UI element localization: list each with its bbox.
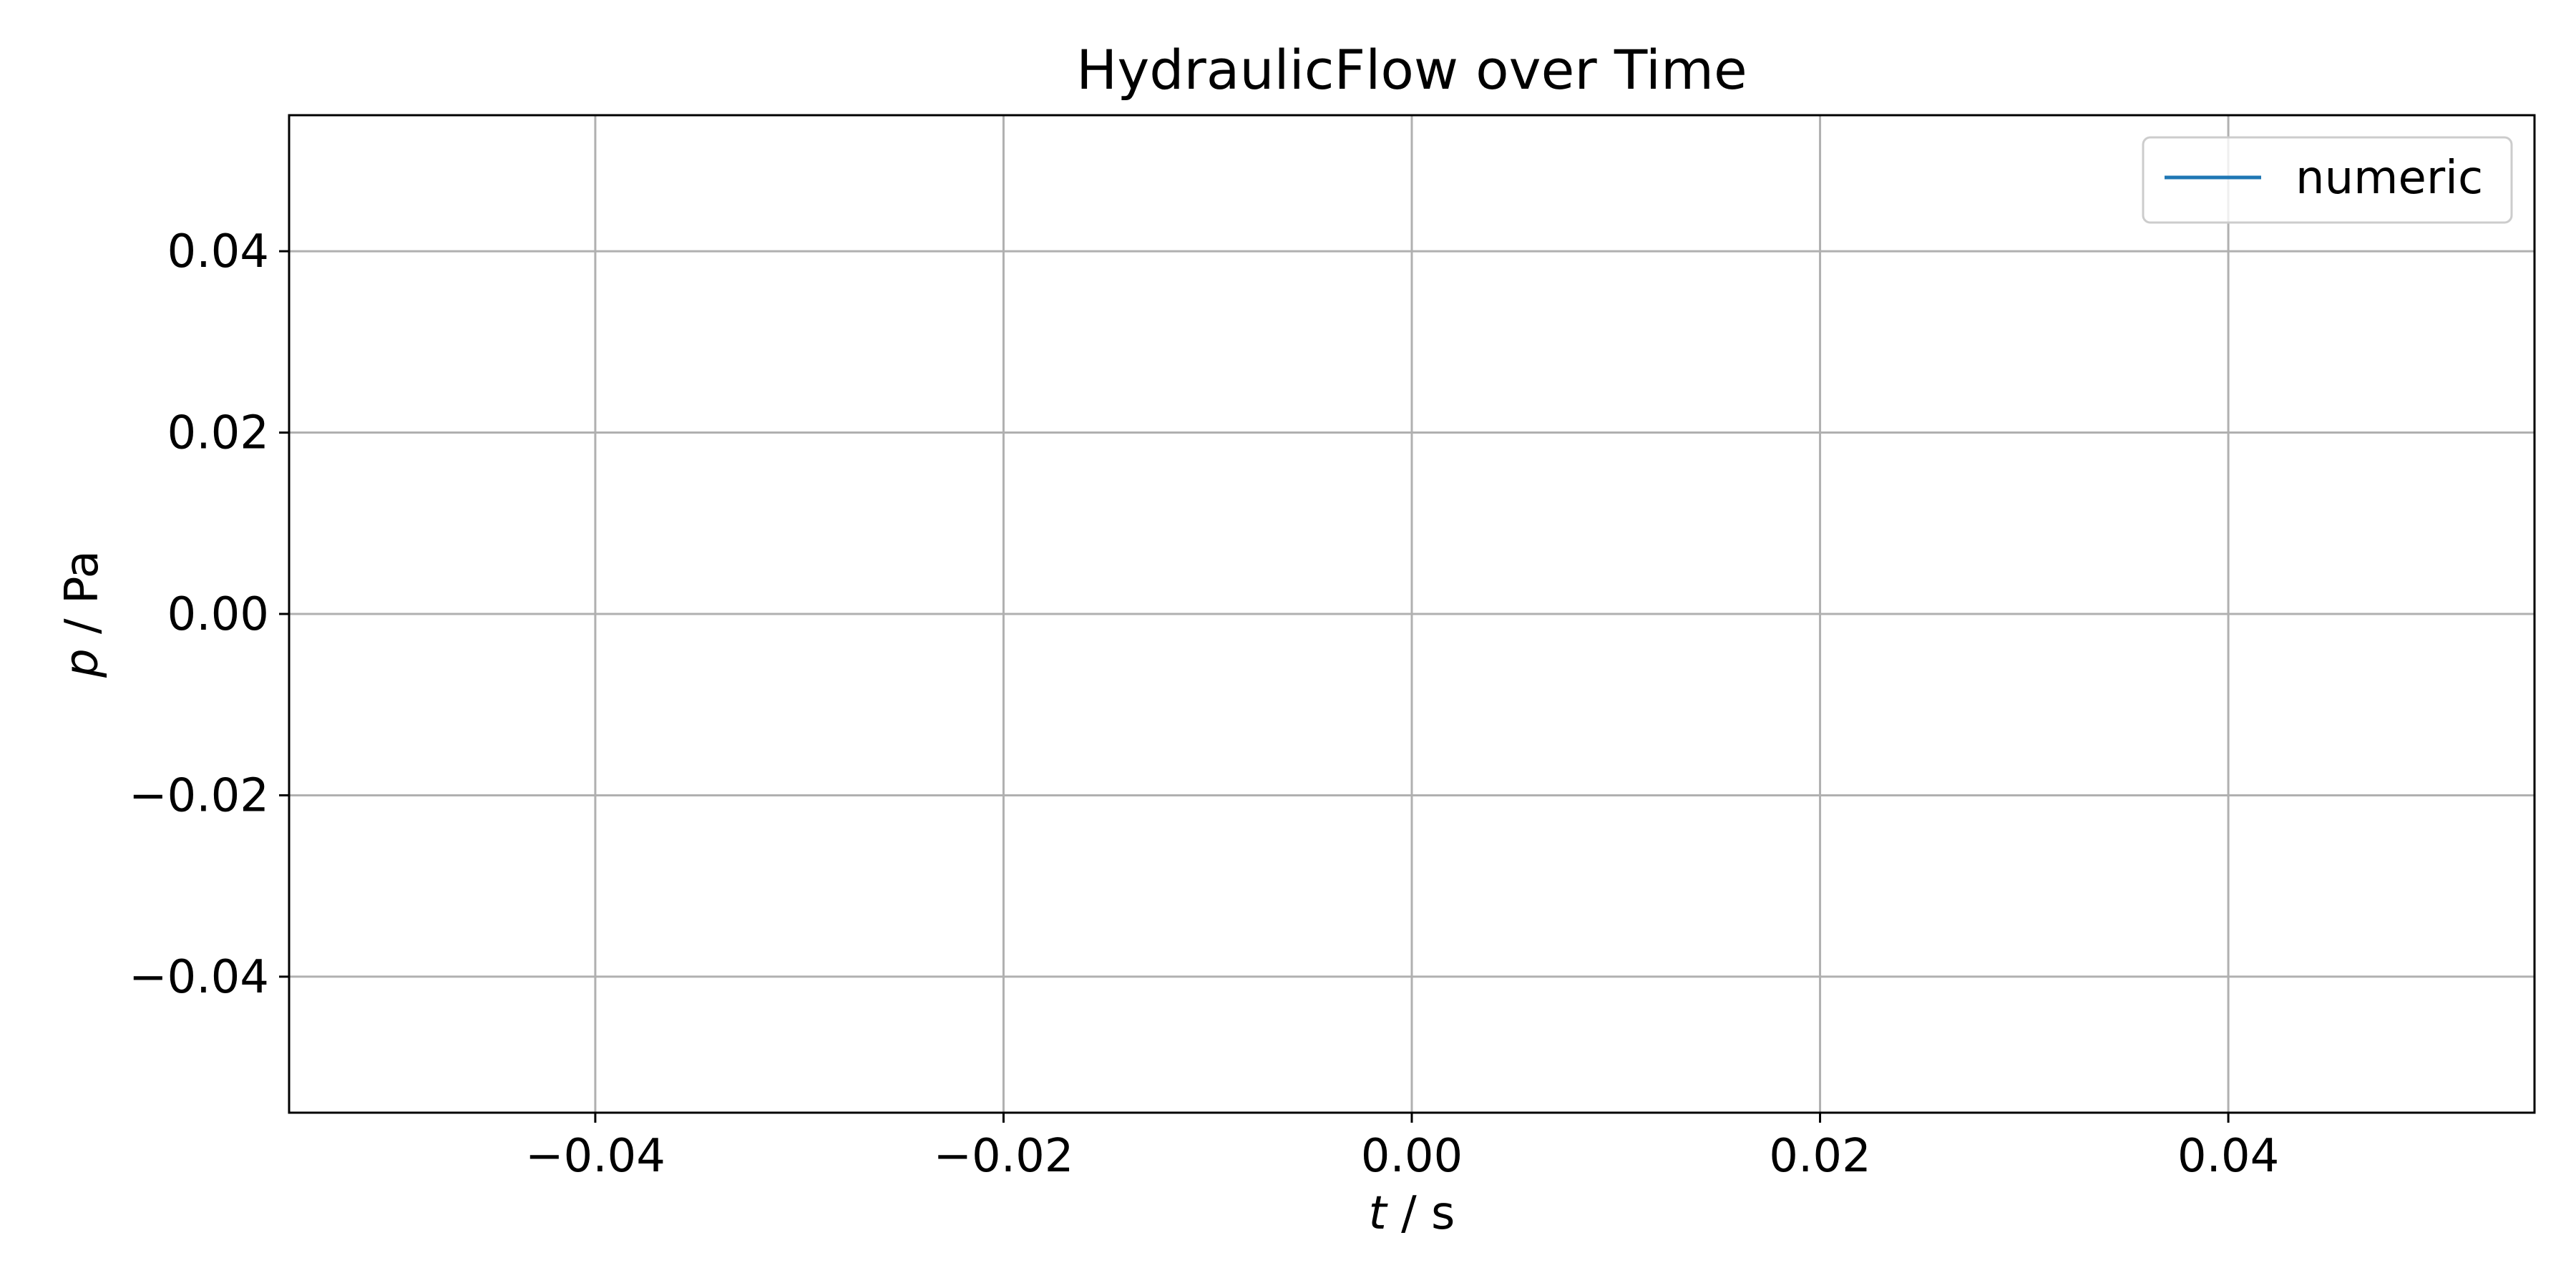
x-tick-label: 0.04	[2177, 1130, 2280, 1183]
x-tick-label: −0.02	[933, 1130, 1073, 1183]
x-tick-label: −0.04	[525, 1130, 665, 1183]
x-axis-label: t / s	[1369, 1187, 1455, 1240]
x-axis-ticks: −0.04 −0.02 0.00 0.02 0.04	[525, 1113, 2279, 1183]
y-tick-label: 0.00	[167, 588, 270, 641]
y-axis-label: p / Pa	[56, 550, 109, 678]
y-tick-label: 0.04	[167, 225, 270, 278]
y-tick-label: 0.02	[167, 407, 270, 460]
chart-title: HydraulicFlow over Time	[1076, 38, 1747, 102]
legend: numeric	[2142, 136, 2513, 224]
legend-box	[2142, 136, 2513, 224]
y-axis-label-variable: p	[56, 648, 109, 678]
legend-label: numeric	[2296, 152, 2483, 205]
y-axis-label-unit: / Pa	[56, 550, 109, 648]
x-tick-label: 0.00	[1361, 1130, 1463, 1183]
x-axis-label-unit: / s	[1387, 1187, 1455, 1240]
x-axis-label-variable: t	[1369, 1187, 1389, 1240]
y-axis-ticks: 0.04 0.02 0.00 −0.02 −0.04	[129, 225, 289, 1004]
y-tick-label: −0.04	[129, 951, 269, 1004]
y-tick-label: −0.02	[129, 769, 269, 822]
grid	[289, 115, 2534, 1113]
x-tick-label: 0.02	[1769, 1130, 1871, 1183]
